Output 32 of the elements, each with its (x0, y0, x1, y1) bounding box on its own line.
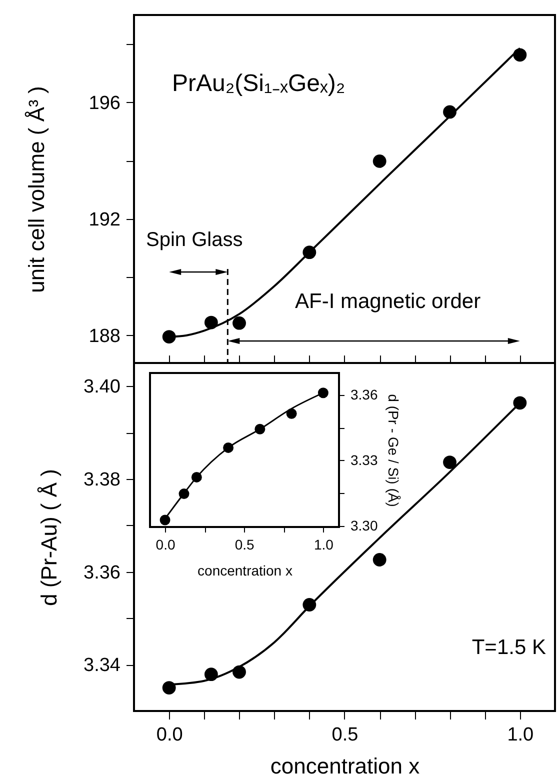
y2-tick-label: 3.30 (350, 517, 378, 534)
annotation: AF-I magnetic order (295, 290, 481, 313)
y-tick-label: 3.36 (84, 562, 120, 584)
point (318, 388, 328, 398)
point (232, 316, 246, 330)
point (162, 681, 176, 694)
y-tick-label: 196 (88, 92, 120, 114)
y-axis-title: d (Pr-Au) ( Å ) (36, 469, 62, 606)
x-tick-label: 1.0 (314, 536, 334, 552)
point (372, 553, 386, 566)
y2-tick-label: 3.33 (350, 452, 378, 468)
annotation: T=1.5 K (472, 636, 546, 659)
x-tick-label: 0.5 (234, 536, 255, 552)
x-tick-label: 0.0 (156, 536, 176, 552)
y-tick-label: 3.34 (84, 655, 121, 676)
point (443, 456, 456, 469)
y2-axis-title: d (Pr - Ge / Si) (Å) (386, 394, 402, 507)
y-tick-label: 3.38 (84, 470, 120, 490)
point (162, 330, 176, 344)
y-tick-label: 192 (88, 209, 120, 230)
point (372, 154, 386, 168)
x-axis-title: concentration x (198, 562, 292, 578)
x-axis-title: concentration x (270, 754, 420, 778)
y-tick-label: 188 (88, 326, 120, 347)
x-tick-label: 0.5 (332, 724, 358, 746)
y-tick-label: 3.40 (84, 376, 120, 398)
annotation: PrAu₂(Si₁₋ₓGeₓ)₂ (172, 70, 346, 97)
y-axis-title: unit cell volume ( Å³ ) (24, 86, 49, 293)
x-tick-label: 0.0 (156, 724, 183, 746)
y2-tick-label: 3.36 (350, 386, 378, 402)
annotation: Spin Glass (146, 229, 243, 251)
x-tick-label: 1.0 (507, 724, 534, 746)
